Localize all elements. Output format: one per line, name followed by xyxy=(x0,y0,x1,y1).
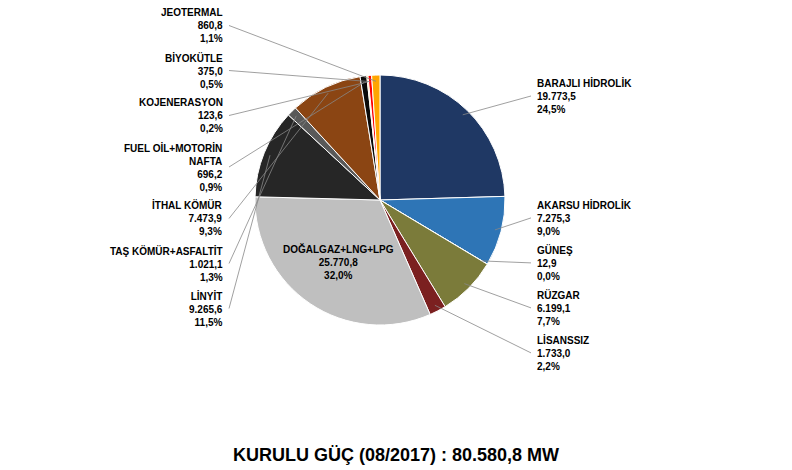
svg-text:LİNYİT9.265,611,5%: LİNYİT9.265,611,5% xyxy=(189,290,223,328)
svg-text:BARAJLI HİDROLİK19.773,524,5%: BARAJLI HİDROLİK19.773,524,5% xyxy=(537,77,632,115)
svg-text:AKARSU HİDROLİK7.275,39,0%: AKARSU HİDROLİK7.275,39,0% xyxy=(537,199,632,237)
svg-text:LİSANSSIZ1.733,02,2%: LİSANSSIZ1.733,02,2% xyxy=(537,334,589,372)
svg-text:KOJENERASYON123,60,2%: KOJENERASYON123,60,2% xyxy=(139,97,223,134)
svg-text:TAŞ KÖMÜR+ASFALTİT1.021,11,3%: TAŞ KÖMÜR+ASFALTİT1.021,11,3% xyxy=(110,245,223,283)
svg-text:FUEL OİL+MOTORİNNAFTA696,20,9%: FUEL OİL+MOTORİNNAFTA696,20,9% xyxy=(124,142,223,193)
svg-text:JEOTERMAL860,81,1%: JEOTERMAL860,81,1% xyxy=(161,7,223,44)
svg-text:İTHAL KÖMÜR7.473,99,3%: İTHAL KÖMÜR7.473,99,3% xyxy=(152,199,223,237)
svg-text:DOĞALGAZ+LNG+LPG25.770,832,0%: DOĞALGAZ+LNG+LPG25.770,832,0% xyxy=(283,243,394,281)
svg-text:BİYOKÜTLE375,00,5%: BİYOKÜTLE375,00,5% xyxy=(165,52,223,90)
svg-text:RÜZGAR6.199,17,7%: RÜZGAR6.199,17,7% xyxy=(537,289,581,327)
svg-text:GÜNEŞ12,90,0%: GÜNEŞ12,90,0% xyxy=(537,244,573,282)
svg-text:KURULU GÜÇ (08/2017) : 80.580,: KURULU GÜÇ (08/2017) : 80.580,8 MW xyxy=(233,445,559,465)
